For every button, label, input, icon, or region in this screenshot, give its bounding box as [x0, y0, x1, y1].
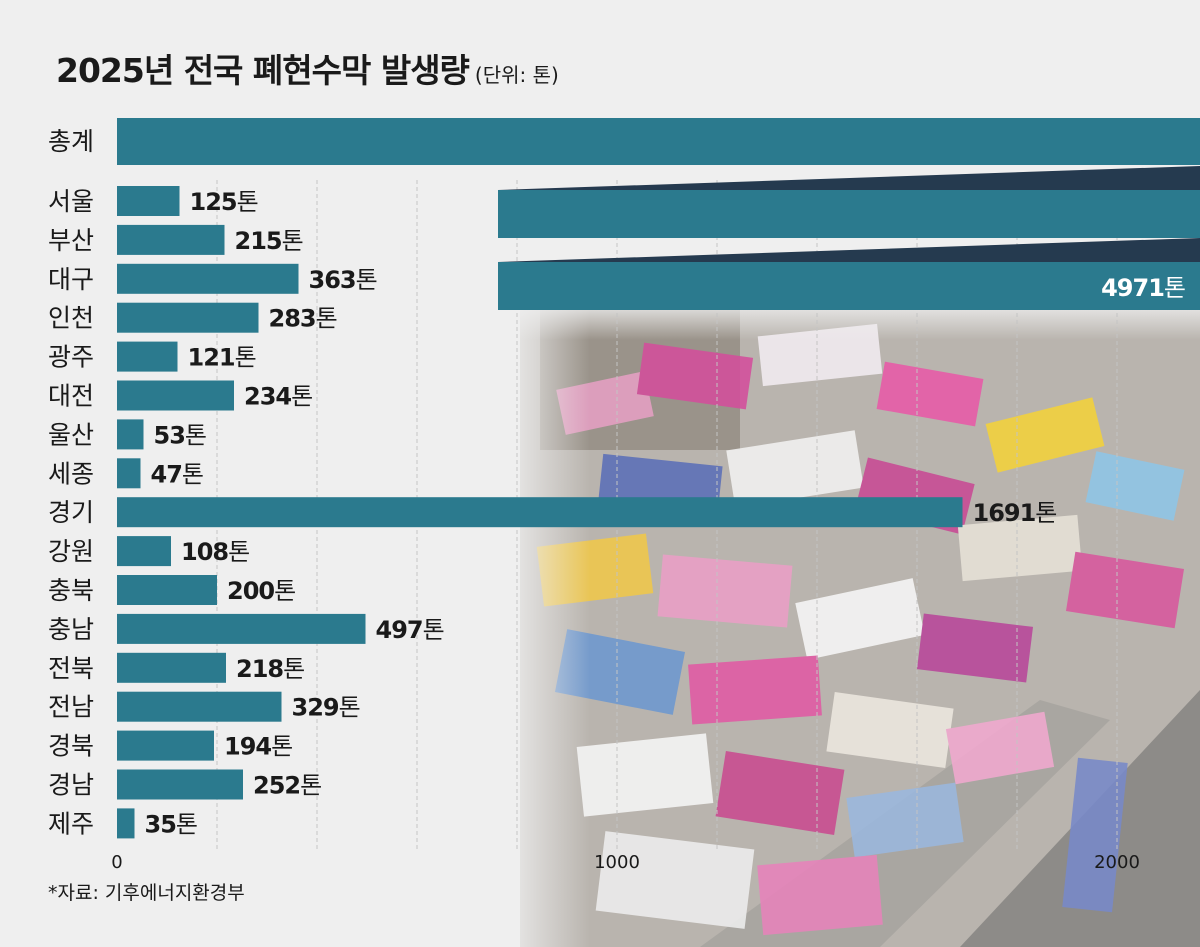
bar [117, 497, 963, 528]
bar [117, 458, 141, 489]
value-label: 234톤 [244, 383, 312, 411]
category-label: 광주 [48, 343, 94, 372]
value-unit: 톤 [185, 421, 206, 449]
value-label: 200톤 [227, 577, 295, 605]
value-label: 252톤 [253, 772, 321, 800]
value-unit: 톤 [271, 733, 292, 761]
category-label: 충북 [48, 576, 94, 605]
value-label: 108톤 [181, 538, 249, 566]
bar [117, 730, 214, 761]
value-label: 329톤 [292, 694, 360, 722]
bar [117, 224, 225, 255]
x-tick-label: 0 [111, 852, 122, 873]
value-unit: 톤 [283, 655, 304, 683]
bar [117, 380, 234, 411]
unit-note: (단위: 톤) [474, 63, 559, 87]
value-label: 1691톤 [973, 499, 1057, 527]
x-tick-label: 2000 [1094, 852, 1140, 873]
value-label: 218톤 [236, 655, 304, 683]
chart-title: 2025년 전국 폐현수막 발생량 [56, 51, 470, 90]
bar [117, 613, 366, 644]
bar [117, 652, 226, 683]
value-unit: 톤 [228, 538, 249, 566]
source-note: *자료: 기후에너지환경부 [48, 882, 245, 904]
value-label: 47톤 [151, 460, 204, 488]
value-unit: 톤 [1164, 274, 1185, 302]
value-unit: 톤 [237, 188, 258, 216]
value-label: 125톤 [190, 188, 258, 216]
chart-title-block: 2025년 전국 폐현수막 발생량 (단위: 톤) [56, 44, 559, 92]
value-label: 53톤 [154, 421, 207, 449]
value-unit: 톤 [339, 694, 360, 722]
bar [117, 419, 144, 450]
value-label: 4971톤 [1101, 274, 1185, 302]
value-unit: 톤 [1035, 499, 1056, 527]
bar [117, 263, 299, 294]
bar [117, 302, 259, 333]
bar [117, 536, 171, 567]
value-unit: 톤 [356, 266, 377, 294]
bar-total-segment [498, 262, 1200, 310]
bar-break-wedge [498, 238, 1200, 262]
category-label: 서울 [48, 187, 94, 216]
category-label: 경남 [48, 771, 94, 800]
category-label: 세종 [48, 459, 94, 488]
bar [117, 808, 135, 839]
value-unit: 톤 [176, 810, 197, 838]
bar-break-wedge [498, 166, 1200, 190]
value-label: 363톤 [309, 266, 377, 294]
category-label: 총계 [48, 127, 94, 156]
value-label: 35톤 [145, 810, 198, 838]
value-label: 283톤 [269, 305, 337, 333]
value-label: 215톤 [235, 227, 303, 255]
bar-total-segment [498, 190, 1200, 238]
category-label: 충남 [48, 615, 94, 644]
bar [117, 575, 217, 605]
value-unit: 톤 [274, 577, 295, 605]
category-label: 전북 [48, 654, 94, 683]
value-unit: 톤 [291, 383, 312, 411]
bar [117, 341, 178, 372]
value-unit: 톤 [282, 227, 303, 255]
category-label: 부산 [48, 226, 94, 255]
category-label: 전남 [48, 693, 94, 722]
value-unit: 톤 [316, 305, 337, 333]
category-label: 대구 [48, 265, 94, 294]
value-unit: 톤 [300, 772, 321, 800]
value-label: 497톤 [376, 616, 444, 644]
category-label: 울산 [48, 420, 94, 449]
value-label: 121톤 [188, 344, 256, 372]
value-unit: 톤 [182, 460, 203, 488]
category-label: 강원 [48, 537, 94, 566]
bar [117, 769, 243, 800]
value-unit: 톤 [235, 344, 256, 372]
category-label: 대전 [48, 382, 94, 411]
value-label: 194톤 [224, 733, 292, 761]
bar-total [117, 118, 1200, 165]
category-label: 경기 [48, 498, 94, 527]
bar [117, 691, 282, 722]
category-label: 인천 [48, 304, 94, 333]
category-label: 제주 [48, 809, 94, 838]
bar [117, 186, 180, 216]
category-label: 경북 [48, 732, 94, 761]
value-unit: 톤 [423, 616, 444, 644]
x-tick-label: 1000 [594, 852, 640, 873]
